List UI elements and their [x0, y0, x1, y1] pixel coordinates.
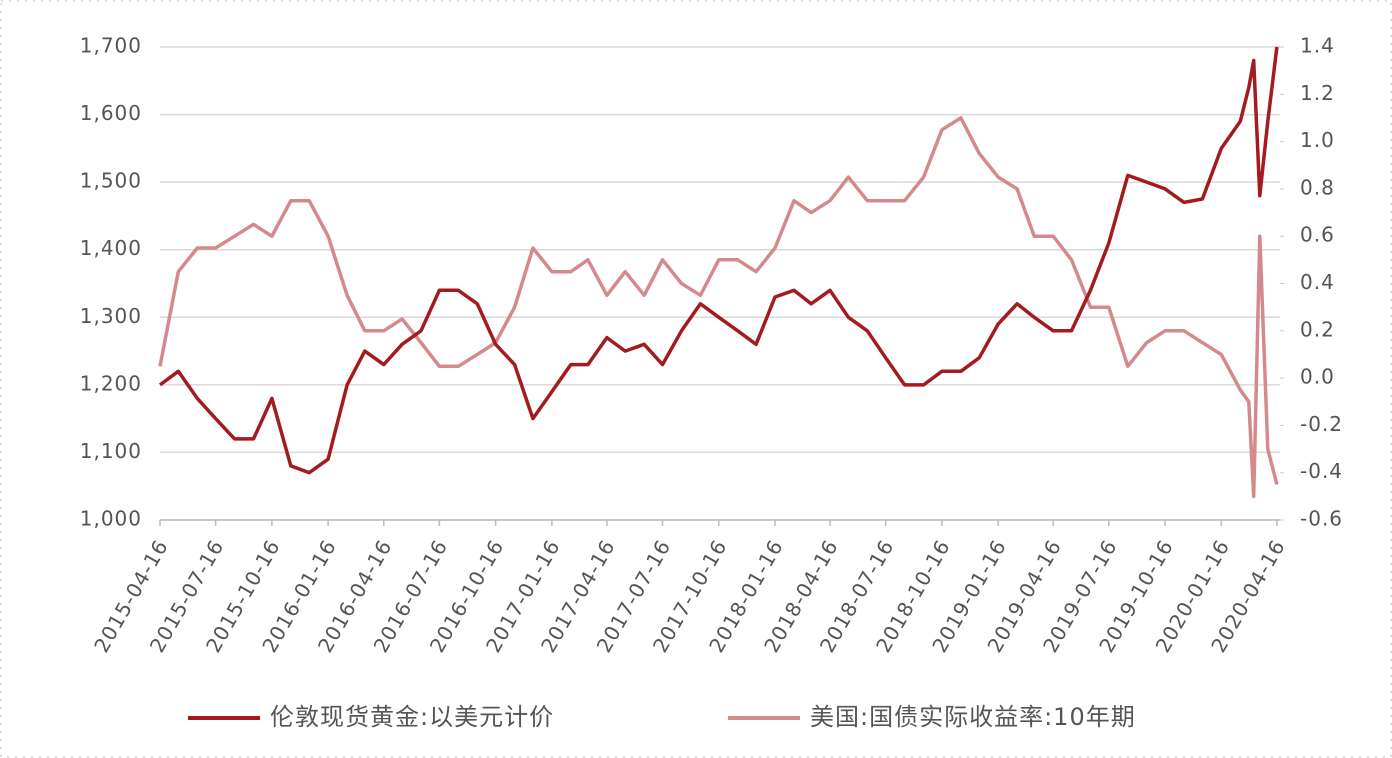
y-tick-label: 1,700	[80, 34, 142, 58]
y-tick-label: 1,000	[80, 507, 142, 531]
y2-tick-label: 0.4	[1300, 270, 1335, 294]
y-tick-label: 1,500	[80, 169, 142, 193]
y2-tick-label: 0.2	[1300, 317, 1335, 341]
y-tick-label: 1,100	[80, 439, 142, 463]
y2-tick-label: 1.0	[1300, 128, 1335, 152]
y-tick-label: 1,200	[80, 371, 142, 395]
y2-tick-label: -0.4	[1300, 459, 1343, 483]
series-line	[158, 46, 1279, 475]
legend-label: 伦敦现货黄金:以美元计价	[270, 703, 554, 731]
y2-tick-label: -0.6	[1300, 507, 1343, 531]
y-tick-label: 1,600	[80, 101, 142, 125]
y-tick-label: 1,400	[80, 236, 142, 260]
legend-label: 美国:国债实际收益率:10年期	[810, 703, 1136, 731]
y2-tick-label: -0.2	[1300, 412, 1343, 436]
y2-tick-label: 1.2	[1300, 81, 1335, 105]
series-line	[158, 116, 1279, 499]
y2-tick-label: 0.6	[1300, 223, 1335, 247]
y2-tick-label: 0.0	[1300, 365, 1335, 389]
y2-tick-label: 0.8	[1300, 175, 1335, 199]
y-tick-label: 1,300	[80, 304, 142, 328]
y2-tick-label: 1.4	[1300, 34, 1335, 58]
